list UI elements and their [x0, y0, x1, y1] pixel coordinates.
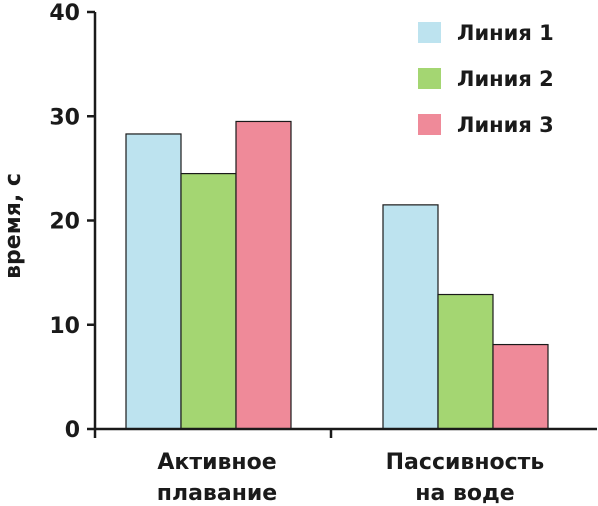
bar-2-series-3 — [492, 343, 549, 430]
y-axis-title: время, с — [1, 173, 26, 279]
legend: Линия 1 Линия 2 Линия 3 — [418, 21, 554, 137]
y-tick-label-40: 40 — [49, 1, 80, 26]
legend-swatch-3 — [418, 114, 441, 135]
legend-label-3: Линия 3 — [457, 113, 554, 137]
y-tick-label-20: 20 — [49, 210, 80, 235]
bar-2-series-1 — [382, 204, 439, 430]
x-category-label-1-line-1: Активное — [157, 450, 276, 475]
bar-1-series-1 — [125, 133, 182, 430]
x-categories-group: Активное плавание Пассивность на воде — [157, 450, 545, 506]
bar-1-series-3 — [235, 120, 292, 430]
bars-group — [125, 120, 549, 430]
y-tick-label-0: 0 — [65, 418, 80, 443]
x-category-label-2-line-2: на воде — [415, 481, 514, 506]
legend-label-1: Линия 1 — [457, 21, 554, 45]
legend-swatch-2 — [418, 68, 441, 89]
bar-1-series-2 — [180, 172, 237, 430]
x-category-label-2-line-1: Пассивность — [386, 450, 545, 475]
x-category-label-1-line-2: плавание — [157, 481, 277, 506]
y-tick-label-30: 30 — [49, 105, 80, 130]
y-tick-label-10: 10 — [49, 314, 80, 339]
legend-label-2: Линия 2 — [457, 67, 554, 91]
legend-swatch-1 — [418, 22, 441, 43]
axes-group — [93, 12, 597, 438]
bar-2-series-2 — [437, 293, 494, 430]
y-ticks-group: 0 10 20 30 40 — [49, 1, 95, 443]
